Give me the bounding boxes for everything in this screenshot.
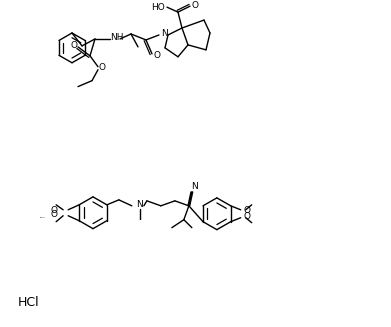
Text: O: O xyxy=(243,206,250,215)
Text: HCl: HCl xyxy=(18,296,39,309)
Text: O: O xyxy=(243,212,250,221)
Text: O: O xyxy=(51,210,57,219)
Text: NH: NH xyxy=(110,33,124,43)
Text: O: O xyxy=(99,63,106,72)
Text: HO: HO xyxy=(151,3,165,12)
Text: O: O xyxy=(154,51,160,60)
Text: N: N xyxy=(161,29,169,39)
Text: O: O xyxy=(70,42,77,50)
Text: methoxy: methoxy xyxy=(40,217,46,218)
Text: N: N xyxy=(136,200,143,209)
Text: O: O xyxy=(192,1,199,10)
Text: N: N xyxy=(192,182,198,191)
Text: O: O xyxy=(51,206,57,215)
